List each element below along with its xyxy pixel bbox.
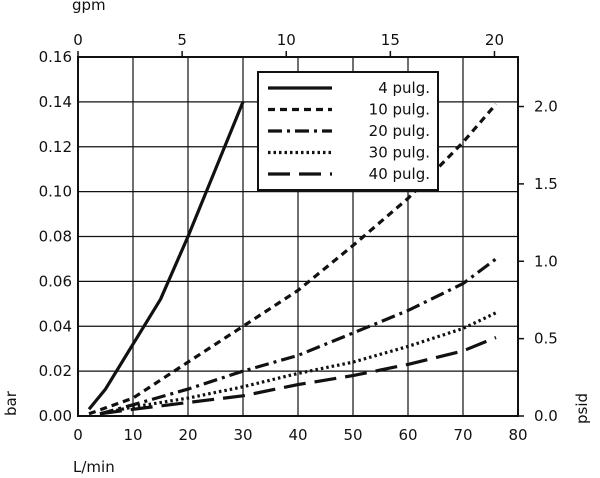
- bottom-axis-title: L/min: [73, 458, 115, 476]
- left-tick-label: 0.02: [39, 362, 72, 380]
- bottom-tick-label: 70: [453, 426, 472, 444]
- bottom-tick-label: 10: [123, 426, 142, 444]
- right-axis-title: psid: [573, 393, 591, 424]
- left-axis-title: bar: [2, 390, 20, 416]
- right-tick-label: 1.5: [534, 175, 558, 193]
- bottom-tick-label: 60: [398, 426, 417, 444]
- legend-label: 10 pulg.: [369, 101, 430, 119]
- left-tick-label: 0.10: [39, 183, 72, 201]
- top-axis-title: gpm: [72, 0, 106, 14]
- plot-frame: [77, 56, 519, 417]
- series-layer: [87, 101, 498, 416]
- right-tick-label: 0.5: [534, 330, 558, 348]
- bottom-tick-label: 80: [508, 426, 527, 444]
- series-line-10-pulg: [88, 103, 498, 416]
- left-tick-label: 0.04: [39, 317, 72, 335]
- top-tick-label: 15: [381, 31, 400, 49]
- bottom-tick-label: 20: [178, 426, 197, 444]
- top-tick-label: 0: [73, 31, 83, 49]
- top-tick-label: 5: [177, 31, 187, 49]
- top-tick-label: 20: [485, 31, 504, 49]
- legend-label: 4 pulg.: [378, 79, 430, 97]
- right-tick-label: 0.0: [534, 407, 558, 425]
- left-tick-label: 0.06: [39, 272, 72, 290]
- left-tick-label: 0.14: [39, 93, 72, 111]
- legend: 4 pulg. 10 pulg. 20 pulg. 30 pulg. 40 pulg.: [257, 71, 439, 191]
- left-tick-label: 0.12: [39, 138, 72, 156]
- bottom-tick-label: 40: [288, 426, 307, 444]
- left-tick-label: 0.00: [39, 407, 72, 425]
- series-line-40-pulg: [99, 336, 497, 416]
- legend-label: 30 pulg.: [369, 144, 430, 162]
- bottom-tick-label: 50: [343, 426, 362, 444]
- bottom-tick-label: 30: [233, 426, 252, 444]
- legend-label: 20 pulg.: [369, 122, 430, 140]
- series-line-30-pulg: [99, 311, 497, 416]
- legend-label: 40 pulg.: [369, 165, 430, 183]
- bottom-tick-label: 0: [73, 426, 83, 444]
- right-tick-label: 1.0: [534, 252, 558, 270]
- tick-labels: 0 10 20 30 40 50 60 70 800.000.020.040.060.080.1…: [39, 31, 558, 444]
- left-tick-label: 0.16: [39, 48, 72, 66]
- series-line-4-pulg: [87, 101, 245, 411]
- right-tick-label: 2.0: [534, 98, 558, 116]
- top-tick-label: 10: [277, 31, 296, 49]
- left-tick-label: 0.08: [39, 228, 72, 246]
